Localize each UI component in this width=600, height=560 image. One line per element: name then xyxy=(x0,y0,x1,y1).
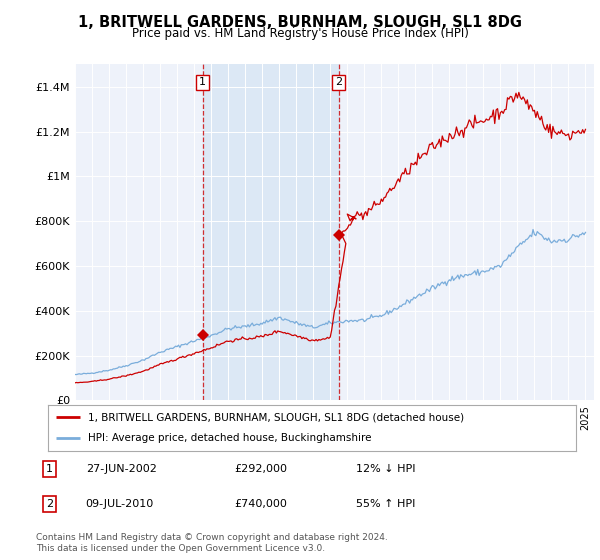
Text: 09-JUL-2010: 09-JUL-2010 xyxy=(86,499,154,509)
Text: 1, BRITWELL GARDENS, BURNHAM, SLOUGH, SL1 8DG: 1, BRITWELL GARDENS, BURNHAM, SLOUGH, SL… xyxy=(78,15,522,30)
Text: Price paid vs. HM Land Registry's House Price Index (HPI): Price paid vs. HM Land Registry's House … xyxy=(131,27,469,40)
Text: HPI: Average price, detached house, Buckinghamshire: HPI: Average price, detached house, Buck… xyxy=(88,433,371,444)
Text: 2: 2 xyxy=(46,499,53,509)
Text: 1: 1 xyxy=(46,464,53,474)
Text: £740,000: £740,000 xyxy=(235,499,287,509)
Bar xyxy=(203,64,339,400)
Text: 2: 2 xyxy=(335,77,343,87)
Text: 55% ↑ HPI: 55% ↑ HPI xyxy=(356,499,416,509)
Text: 1: 1 xyxy=(199,77,206,87)
Text: 12% ↓ HPI: 12% ↓ HPI xyxy=(356,464,416,474)
Text: £292,000: £292,000 xyxy=(235,464,288,474)
Text: 27-JUN-2002: 27-JUN-2002 xyxy=(86,464,157,474)
Text: Contains HM Land Registry data © Crown copyright and database right 2024.
This d: Contains HM Land Registry data © Crown c… xyxy=(36,533,388,553)
Text: 1, BRITWELL GARDENS, BURNHAM, SLOUGH, SL1 8DG (detached house): 1, BRITWELL GARDENS, BURNHAM, SLOUGH, SL… xyxy=(88,412,464,422)
